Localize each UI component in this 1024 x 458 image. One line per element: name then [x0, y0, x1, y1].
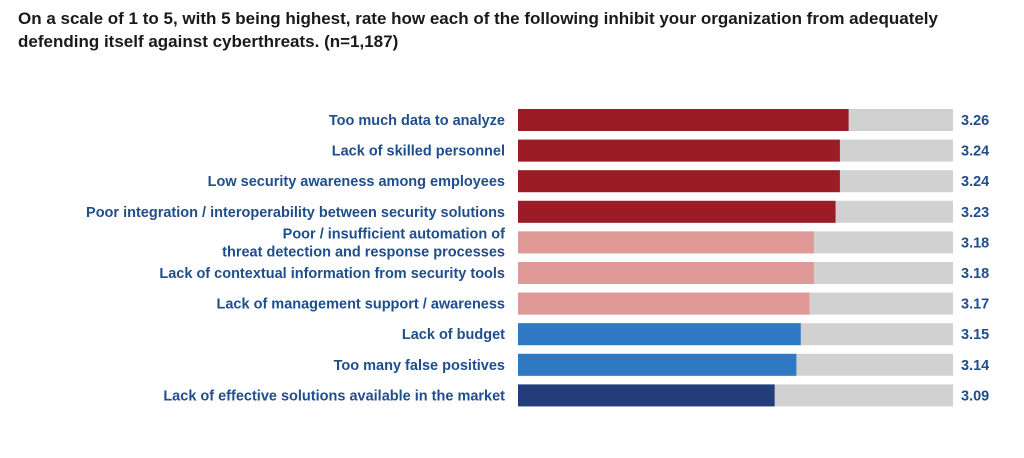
value-label: 3.09: [961, 388, 989, 404]
chart-title: On a scale of 1 to 5, with 5 being highe…: [18, 9, 938, 51]
bar: [518, 139, 840, 162]
bar: [518, 200, 836, 223]
category-label: Lack of effective solutions available in…: [163, 388, 505, 404]
bar: [518, 231, 814, 254]
bar: [518, 292, 810, 315]
category-label: Lack of budget: [402, 327, 505, 343]
value-label: 3.17: [961, 297, 989, 313]
bar: [518, 323, 801, 346]
bar: [518, 109, 849, 131]
value-label: 3.15: [961, 327, 989, 343]
value-label: 3.24: [961, 144, 989, 160]
bar: [518, 384, 775, 407]
category-label: threat detection and response processes: [222, 244, 505, 260]
category-label: Lack of contextual information from secu…: [159, 266, 505, 282]
value-label: 3.18: [961, 266, 989, 282]
value-label: 3.14: [961, 358, 989, 374]
value-label: 3.23: [961, 205, 989, 221]
value-label: 3.18: [961, 235, 989, 251]
value-label: 3.24: [961, 174, 989, 190]
category-label: Lack of skilled personnel: [332, 144, 505, 160]
bar: [518, 353, 797, 376]
category-label: Poor integration / interoperability betw…: [86, 205, 505, 221]
category-label: Too much data to analyze: [329, 113, 505, 129]
category-label: Lack of management support / awareness: [217, 297, 505, 313]
value-label: 3.26: [961, 113, 989, 129]
bar: [518, 170, 840, 193]
bar: [518, 262, 814, 284]
category-label: Poor / insufficient automation of: [283, 226, 506, 242]
category-label: Low security awareness among employees: [208, 174, 505, 190]
category-label: Too many false positives: [334, 358, 505, 374]
